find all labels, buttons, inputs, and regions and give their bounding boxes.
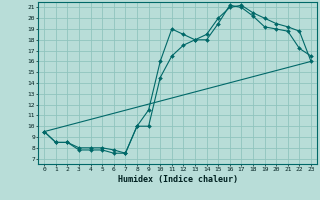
X-axis label: Humidex (Indice chaleur): Humidex (Indice chaleur) xyxy=(118,175,238,184)
